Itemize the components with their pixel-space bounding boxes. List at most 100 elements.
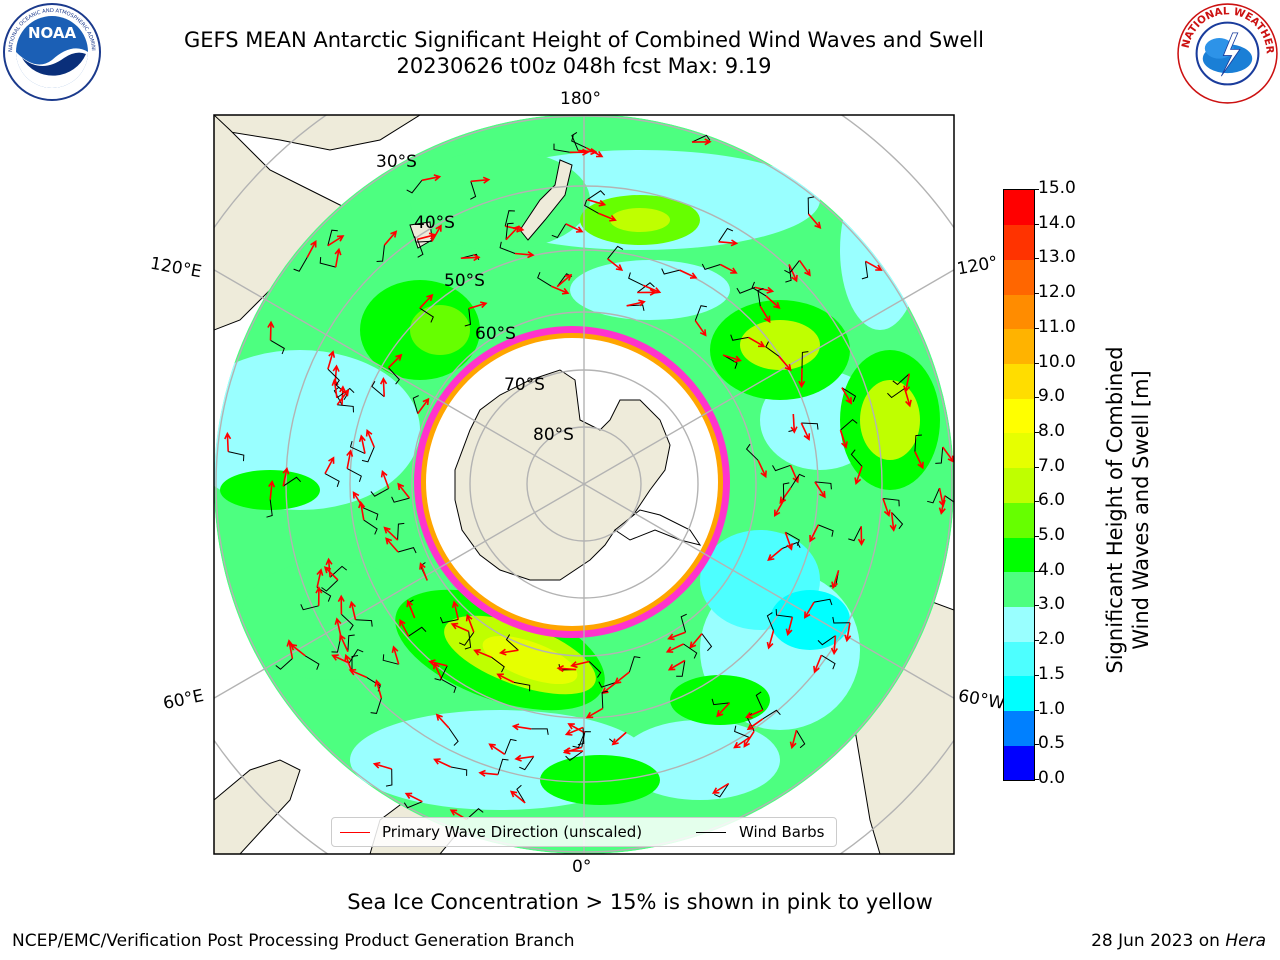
wave-direction-arrow xyxy=(804,601,815,619)
wave-direction-arrow xyxy=(556,273,573,288)
wave-direction-arrow xyxy=(567,723,585,734)
wind-barb xyxy=(337,404,354,413)
wave-direction-arrow xyxy=(488,743,506,755)
colorbar-tick-label: 13.0 xyxy=(1038,247,1076,268)
wave-direction-arrow xyxy=(766,630,775,650)
wave-direction-arrow xyxy=(470,176,491,184)
colorbar-tickmark xyxy=(1034,744,1039,746)
lat-label-70s: 70°S xyxy=(504,375,545,395)
colorbar-tick-label: 12.0 xyxy=(1038,282,1076,303)
wave-direction-arrow xyxy=(807,213,822,229)
wave-direction-arrow xyxy=(460,253,481,262)
wind-barb xyxy=(821,654,836,670)
wave-direction-arrow xyxy=(498,648,519,656)
wave-direction-arrow xyxy=(224,431,232,452)
wave-direction-arrow xyxy=(719,263,738,274)
wave-direction-arrow xyxy=(267,320,275,341)
wind-barb xyxy=(628,656,641,673)
lat-label-40s: 40°S xyxy=(414,213,455,233)
colorbar-tickmark xyxy=(1034,674,1039,676)
wave-direction-arrow xyxy=(882,498,891,518)
wave-direction-arrow xyxy=(767,547,783,562)
colorbar-tickmark xyxy=(1034,709,1039,711)
wind-barb xyxy=(676,660,686,677)
wind-barb xyxy=(796,729,806,749)
wave-direction-arrow xyxy=(785,616,794,637)
wind-barb xyxy=(745,443,759,461)
colorbar-bin xyxy=(1004,606,1034,642)
wind-barb xyxy=(765,341,780,357)
wave-direction-arrow xyxy=(421,174,442,182)
wave-direction-arrow xyxy=(417,232,437,241)
svg-text:NOAA: NOAA xyxy=(28,24,77,42)
wind-barb xyxy=(840,418,858,431)
wind-barb xyxy=(807,196,815,215)
wave-direction-arrow xyxy=(417,397,430,415)
wind-barb xyxy=(751,281,767,297)
wind-barb xyxy=(683,643,698,659)
wind-barb xyxy=(329,565,348,578)
colorbar-bin xyxy=(1004,363,1034,399)
vector-layer xyxy=(224,131,954,821)
footer-date-text: 28 Jun 2023 on xyxy=(1091,931,1226,951)
wind-barb xyxy=(551,223,567,239)
wave-direction-arrow xyxy=(814,481,826,499)
wind-barb xyxy=(497,758,509,775)
wind-barb xyxy=(571,131,579,151)
colorbar-bin xyxy=(1004,398,1034,434)
wave-direction-arrow xyxy=(511,723,532,731)
wind-barb xyxy=(370,487,389,497)
colorbar-tick-label: 15.0 xyxy=(1038,178,1076,198)
wave-direction-arrow xyxy=(397,482,411,499)
wind-barb xyxy=(228,451,245,462)
wind-barb xyxy=(598,681,617,688)
wind-barb xyxy=(382,654,399,665)
wind-barb xyxy=(361,446,375,463)
wind-barb xyxy=(782,482,790,501)
colorbar-tick-label: 8.0 xyxy=(1038,420,1066,441)
wind-barb xyxy=(694,305,707,321)
wave-direction-arrow xyxy=(406,599,416,619)
chart-subtitle: 20230626 t00z 048h fcst Max: 9.19 xyxy=(396,54,772,78)
colorbar-tickmark xyxy=(1034,293,1039,295)
colorbar-tickmark xyxy=(1034,258,1039,260)
wind-barb xyxy=(351,655,359,673)
wave-direction-arrow xyxy=(562,746,583,755)
wind-barb xyxy=(762,709,781,720)
wind-barb xyxy=(397,522,405,541)
wave-direction-arrow xyxy=(938,495,946,515)
wind-barb xyxy=(772,464,791,472)
wind-barb xyxy=(661,268,680,275)
footer-date: 28 Jun 2023 on Hera xyxy=(1091,931,1266,951)
wind-barb xyxy=(363,519,378,535)
wind-barb xyxy=(348,648,364,664)
wind-barb xyxy=(832,616,850,624)
wind-barb xyxy=(336,387,355,399)
wind-barb xyxy=(406,179,423,194)
wave-direction-arrow xyxy=(865,260,883,271)
wind-barb xyxy=(718,227,734,243)
colorbar-tickmark xyxy=(1034,223,1039,225)
wind-barb xyxy=(775,609,793,618)
wave-direction-arrow xyxy=(889,512,897,532)
wave-direction-arrow xyxy=(282,466,290,487)
colorbar-tickmark xyxy=(1034,327,1039,329)
wind-barb xyxy=(537,272,552,287)
wind-barb xyxy=(691,134,711,143)
wave-direction-arrow xyxy=(334,247,342,268)
colorbar-bin xyxy=(1004,502,1034,538)
wave-direction-arrow xyxy=(339,385,347,405)
wind-barb xyxy=(470,181,477,200)
wave-direction-arrow xyxy=(419,562,428,581)
colorbar-tick-label: 0.0 xyxy=(1038,768,1066,788)
wind-barb xyxy=(439,617,459,624)
wind-barb xyxy=(785,264,792,283)
wave-direction-arrow xyxy=(570,660,590,669)
wind-barb xyxy=(341,613,354,631)
wind-barb xyxy=(701,633,713,652)
wind-barb xyxy=(730,334,749,341)
wind-barb xyxy=(801,422,819,430)
wave-direction-arrow xyxy=(391,645,400,665)
wave-direction-arrow xyxy=(754,286,775,294)
wind-barb xyxy=(300,604,319,611)
